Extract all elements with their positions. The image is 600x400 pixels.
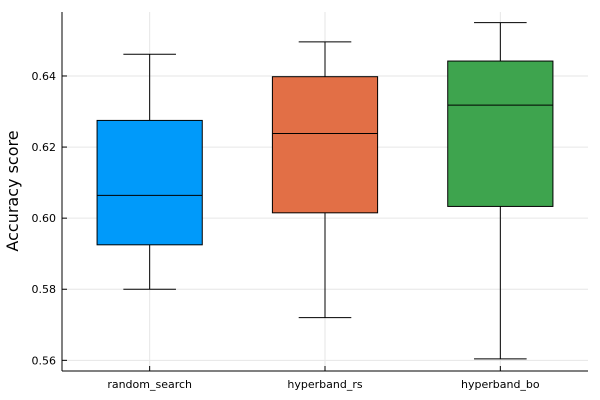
y-tick-label: 0.60 — [32, 212, 57, 225]
iqr-box — [96, 119, 203, 246]
box-series — [96, 22, 554, 360]
iqr-box — [271, 76, 379, 214]
x-tick-label: hyperband_bo — [461, 378, 540, 391]
box-hyperband_rs — [271, 41, 379, 319]
y-tick-label: 0.56 — [32, 354, 57, 367]
iqr-box — [447, 60, 554, 207]
y-tick-label: 0.58 — [32, 283, 57, 296]
x-tick-label: hyperband_rs — [287, 378, 362, 391]
y-tick-label: 0.64 — [32, 70, 57, 83]
tick-labels: 0.56 0.58 0.60 0.62 0.64 random_search hyperba… — [32, 70, 540, 391]
y-tick-label: 0.62 — [32, 141, 57, 154]
y-axis-label: Accuracy score — [3, 130, 22, 251]
x-tick-label: random_search — [107, 378, 192, 391]
box-hyperband_bo — [447, 22, 554, 360]
box-random_search — [96, 53, 203, 290]
